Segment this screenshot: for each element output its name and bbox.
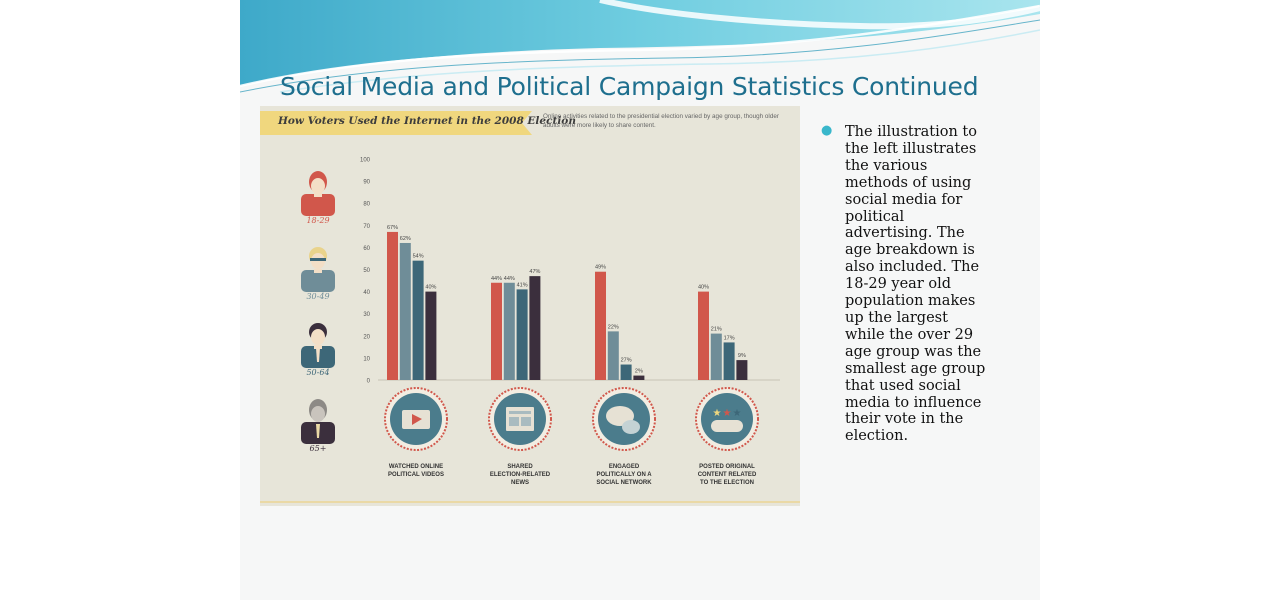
slide-title: Social Media and Political Campaign Stat… bbox=[280, 72, 979, 101]
news-text-block bbox=[521, 417, 531, 426]
bar bbox=[607, 331, 619, 380]
infographic-subtitle: Online activities related to the preside… bbox=[543, 113, 779, 129]
y-tick-label: 50 bbox=[363, 268, 370, 274]
age-group-label: 65+ bbox=[309, 444, 327, 453]
bar-chart: 0 10 20 30 40 50 60 70 80 90 100 67%62% 54% 40% 44% 44%… bbox=[360, 158, 780, 486]
age-group-label: 50-64 bbox=[306, 368, 330, 377]
bar bbox=[387, 231, 398, 380]
category-label: ENGAGED bbox=[609, 464, 640, 470]
age-65-plus-person-icon bbox=[301, 399, 335, 444]
category-label: SHARED bbox=[507, 464, 533, 470]
bar-value-label: 17% bbox=[724, 335, 735, 341]
y-tick-label: 10 bbox=[363, 356, 370, 362]
category-label: ELECTION-RELATED bbox=[490, 472, 551, 478]
bar bbox=[633, 375, 645, 380]
bar-value-label: 27% bbox=[621, 358, 632, 364]
y-tick-label: 90 bbox=[363, 180, 370, 186]
y-tick-label: 60 bbox=[363, 246, 370, 252]
infographic-banner-title: How Voters Used the Internet in the 2008… bbox=[278, 115, 576, 127]
age-50-64-person-icon bbox=[301, 323, 335, 368]
category-label: WATCHED ONLINE bbox=[389, 464, 443, 470]
bar bbox=[595, 271, 606, 380]
star-icon: ★ bbox=[713, 408, 722, 419]
bullet-marker: ● bbox=[821, 123, 833, 138]
bar bbox=[736, 360, 748, 380]
category-label: TO THE ELECTION bbox=[700, 480, 754, 486]
bar-value-label: 21% bbox=[711, 327, 722, 333]
bar bbox=[516, 289, 528, 380]
header-wave-decoration bbox=[240, 0, 1040, 93]
bar-value-label: 44% bbox=[504, 276, 515, 282]
bar-value-label: 67% bbox=[387, 225, 398, 231]
bar-value-label: 47% bbox=[529, 269, 540, 275]
category-label: NEWS bbox=[511, 480, 529, 486]
bar bbox=[620, 364, 632, 380]
bar-value-label: 40% bbox=[698, 285, 709, 291]
bullet-text: The illustration to the left illustrates… bbox=[845, 124, 986, 445]
bar-value-label: 44% bbox=[491, 276, 502, 282]
bar-value-label: 9% bbox=[738, 353, 746, 359]
speech-bubble-small bbox=[622, 420, 640, 434]
news-image-block bbox=[509, 417, 519, 426]
star-icon: ★ bbox=[733, 408, 742, 419]
bullet-list: ● The illustration to the left illustrat… bbox=[820, 123, 990, 445]
news-headline-line bbox=[509, 411, 531, 414]
y-tick-label: 40 bbox=[363, 290, 370, 296]
y-tick-label: 80 bbox=[363, 202, 370, 208]
y-tick-label: 100 bbox=[360, 158, 371, 164]
bar-value-label: 62% bbox=[400, 236, 411, 242]
y-tick-label: 70 bbox=[363, 224, 370, 230]
bar bbox=[723, 342, 735, 380]
bar bbox=[412, 260, 424, 380]
bar-value-label: 2% bbox=[635, 369, 643, 375]
category-label: SOCIAL NETWORK bbox=[596, 480, 652, 486]
y-tick-label: 0 bbox=[367, 379, 371, 385]
infographic-banner bbox=[260, 111, 532, 135]
bar-value-label: 40% bbox=[425, 285, 436, 291]
age-18-29-person-icon bbox=[301, 171, 335, 216]
y-tick-label: 30 bbox=[363, 312, 370, 318]
age-group-label: 18-29 bbox=[306, 216, 330, 225]
bar-value-label: 54% bbox=[413, 254, 424, 260]
category-label: POSTED ORIGINAL bbox=[699, 464, 755, 470]
bar bbox=[399, 242, 411, 380]
bar bbox=[491, 282, 502, 380]
age-30-49-person-icon bbox=[301, 247, 335, 292]
category-label: POLITICALLY ON A bbox=[596, 472, 652, 478]
bar bbox=[710, 333, 722, 380]
rating-stars-icon-background bbox=[701, 393, 753, 445]
category-label: CONTENT RELATED bbox=[698, 472, 757, 478]
bar bbox=[425, 291, 437, 380]
category-label: POLITICAL VIDEOS bbox=[388, 472, 444, 478]
age-group-label: 30-49 bbox=[306, 292, 330, 301]
bullet-item: ● The illustration to the left illustrat… bbox=[820, 123, 990, 445]
bar bbox=[698, 291, 709, 380]
rating-stars-icon bbox=[711, 420, 743, 432]
y-tick-label: 20 bbox=[363, 334, 370, 340]
infographic-bottom-rule bbox=[260, 501, 800, 503]
slide: Social Media and Political Campaign Stat… bbox=[240, 0, 1040, 600]
bar bbox=[503, 282, 515, 380]
bar-value-label: 22% bbox=[608, 324, 619, 330]
star-icon: ★ bbox=[723, 408, 732, 419]
infographic: How Voters Used the Internet in the 2008… bbox=[260, 106, 800, 506]
play-icon bbox=[412, 414, 422, 425]
bar-value-label: 41% bbox=[517, 282, 528, 288]
bar-value-label: 49% bbox=[595, 265, 606, 271]
bar bbox=[529, 276, 541, 380]
